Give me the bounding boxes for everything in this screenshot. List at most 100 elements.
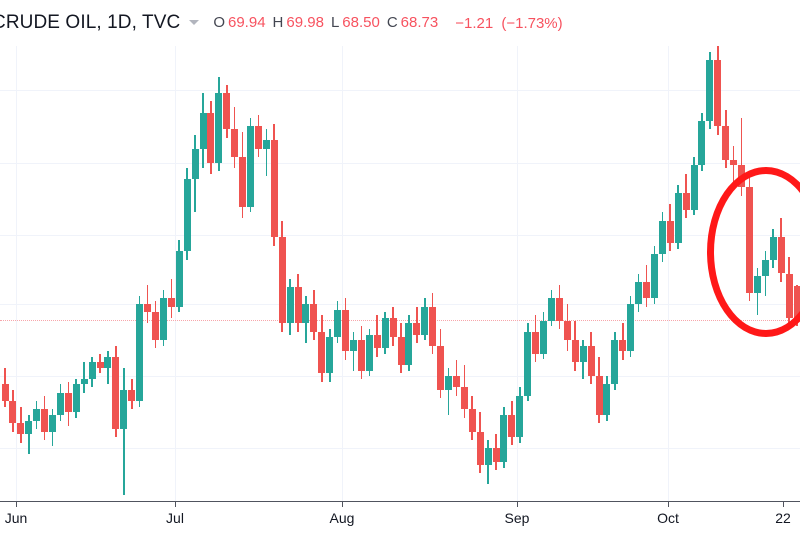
ohlc-c: C 68.73 bbox=[387, 14, 438, 31]
x-axis-tick bbox=[517, 502, 518, 507]
ohlc-value: 68.73 bbox=[400, 14, 439, 31]
candle-body bbox=[128, 390, 136, 402]
candle-body bbox=[722, 126, 730, 160]
candle-body bbox=[563, 320, 571, 341]
candle-body bbox=[262, 140, 270, 149]
candle-body bbox=[413, 323, 421, 335]
candle-body bbox=[334, 309, 342, 338]
candle-body bbox=[9, 401, 17, 424]
x-axis-tick bbox=[783, 502, 784, 507]
candle-wick bbox=[123, 367, 125, 496]
annotation-layer bbox=[0, 46, 800, 501]
candle-body bbox=[17, 423, 25, 435]
candle-body bbox=[254, 126, 262, 149]
candle-body bbox=[175, 251, 183, 307]
candle-body bbox=[112, 356, 120, 429]
candle-wick bbox=[447, 367, 450, 415]
x-axis-label: 22 bbox=[775, 510, 791, 526]
candle-body bbox=[223, 93, 231, 130]
horizontal-gridline bbox=[0, 90, 800, 91]
candle-body bbox=[96, 362, 104, 368]
candle-body bbox=[421, 306, 429, 335]
candle-body bbox=[619, 340, 627, 352]
ohlc-key: C bbox=[386, 14, 398, 31]
candle-body bbox=[730, 159, 738, 166]
ellipse-annotation[interactable] bbox=[707, 167, 800, 337]
candle-body bbox=[437, 345, 445, 390]
candle-body bbox=[278, 237, 286, 324]
chevron-down-icon[interactable] bbox=[189, 19, 200, 25]
vertical-gridline bbox=[517, 46, 518, 501]
vertical-gridline bbox=[342, 46, 343, 501]
candle-body bbox=[310, 304, 318, 332]
candle-body bbox=[56, 392, 64, 415]
candle-body bbox=[484, 448, 492, 465]
candle-body bbox=[342, 309, 350, 352]
candle-body bbox=[247, 126, 255, 207]
vertical-gridline bbox=[16, 46, 17, 501]
ohlc-values: O 69.94 H 69.98 L 68.50 C 68.73 bbox=[213, 14, 445, 32]
x-axis[interactable]: Jun Jul Aug Sep Oct 22 bbox=[0, 501, 800, 534]
candle-body bbox=[658, 220, 666, 255]
candle-body bbox=[104, 356, 112, 368]
x-axis-label: Jul bbox=[166, 510, 184, 526]
current-price-line bbox=[0, 320, 800, 321]
candle-body bbox=[215, 93, 223, 163]
candle-body bbox=[603, 384, 611, 415]
chart-plot-area[interactable] bbox=[0, 46, 800, 501]
candle-body bbox=[405, 323, 413, 366]
candle-body bbox=[468, 409, 476, 432]
candle-body bbox=[365, 334, 373, 371]
horizontal-gridline bbox=[0, 376, 800, 377]
candle-body bbox=[33, 409, 41, 421]
horizontal-gridline bbox=[0, 304, 800, 305]
candle-wick bbox=[83, 362, 85, 393]
candle-body bbox=[445, 376, 453, 390]
ohlc-key: L bbox=[330, 14, 340, 31]
candle-body bbox=[294, 287, 302, 324]
candle-body bbox=[698, 120, 706, 166]
candle-body bbox=[270, 140, 278, 238]
candle-body bbox=[650, 254, 658, 299]
candle-body bbox=[207, 112, 215, 163]
candle-body bbox=[397, 337, 405, 366]
candle-body bbox=[682, 193, 690, 210]
candle-body bbox=[595, 376, 603, 415]
candle-body bbox=[492, 448, 500, 463]
candle-body bbox=[136, 304, 144, 402]
x-axis-tick bbox=[175, 502, 176, 507]
horizontal-gridline bbox=[0, 235, 800, 236]
chart-legend: CRUDE OIL, 1D, TVC O 69.94 H 69.98 L 68.50 C 68… bbox=[0, 0, 800, 46]
candle-body bbox=[373, 334, 381, 349]
candle-body bbox=[516, 395, 524, 438]
ohlc-key: H bbox=[272, 14, 284, 31]
ohlc-l: L 68.50 bbox=[331, 14, 380, 31]
vertical-gridline bbox=[668, 46, 669, 501]
candle-body bbox=[326, 337, 334, 374]
vertical-gridline bbox=[175, 46, 176, 501]
symbol-title[interactable]: CRUDE OIL, 1D, TVC bbox=[0, 12, 181, 33]
candle-body bbox=[547, 298, 555, 321]
candle-body bbox=[381, 317, 389, 349]
candle-body bbox=[714, 59, 722, 127]
candle-body bbox=[540, 320, 548, 354]
candle-body bbox=[151, 312, 159, 341]
candle-body bbox=[666, 220, 674, 243]
candle-body bbox=[1, 384, 9, 402]
candle-body bbox=[460, 387, 468, 410]
candle-body bbox=[429, 306, 437, 346]
x-axis-label: Jun bbox=[4, 510, 28, 526]
candle-body bbox=[524, 331, 532, 396]
candle-body bbox=[706, 59, 714, 121]
horizontal-gridline bbox=[0, 163, 800, 164]
ohlc-key: O bbox=[213, 14, 225, 31]
candle-wick bbox=[146, 284, 149, 324]
candle-body bbox=[532, 331, 540, 354]
x-axis-tick bbox=[16, 502, 17, 507]
candle-body bbox=[239, 156, 247, 207]
candle-body bbox=[80, 378, 88, 385]
candle-body bbox=[183, 179, 191, 252]
candle-wick bbox=[27, 414, 30, 454]
candle-body bbox=[88, 362, 96, 379]
change-percent: (−1.73%) bbox=[501, 14, 563, 32]
